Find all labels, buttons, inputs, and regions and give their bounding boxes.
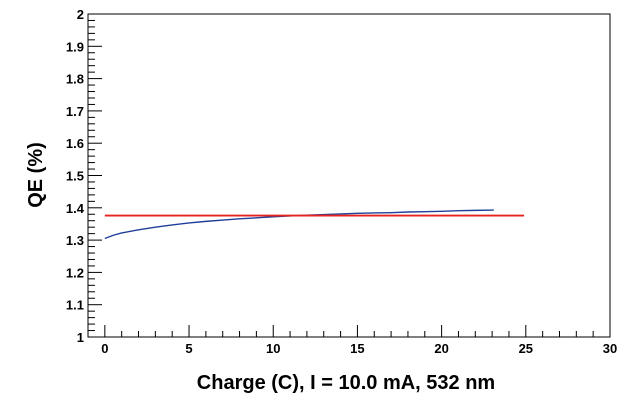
x-tick-label: 0 — [101, 341, 108, 356]
y-tick-label: 1 — [77, 330, 84, 345]
y-tick-label: 1.6 — [66, 136, 84, 151]
y-tick-label: 1.7 — [66, 104, 84, 119]
y-tick-label: 1.1 — [66, 298, 84, 313]
x-tick-label: 10 — [266, 341, 280, 356]
x-tick-label: 25 — [519, 341, 533, 356]
y-axis-title: QE (%) — [25, 142, 47, 208]
y-axis-ticks: 1 1.1 1.2 1.3 1.4 1.5 1.6 1.7 1.8 1.9 2 — [66, 7, 102, 345]
y-tick-label: 1.5 — [66, 169, 84, 184]
x-axis-title: Charge (C), I = 10.0 mA, 532 nm — [197, 372, 495, 394]
y-tick-label: 1.2 — [66, 265, 84, 280]
x-tick-label: 30 — [603, 341, 617, 356]
x-tick-label: 15 — [350, 341, 364, 356]
x-tick-label: 20 — [434, 341, 448, 356]
x-tick-label: 5 — [185, 341, 192, 356]
qe-data-line — [104, 209, 494, 240]
plot-frame — [87, 13, 611, 338]
y-tick-label: 1.8 — [66, 72, 84, 87]
x-axis-ticks: 0 5 10 15 20 25 30 — [101, 325, 617, 356]
y-tick-label: 1.3 — [66, 233, 84, 248]
y-tick-label: 1.9 — [66, 39, 84, 54]
series-layer — [104, 209, 525, 240]
y-tick-label: 2 — [77, 7, 84, 22]
y-tick-label: 1.4 — [66, 201, 85, 216]
